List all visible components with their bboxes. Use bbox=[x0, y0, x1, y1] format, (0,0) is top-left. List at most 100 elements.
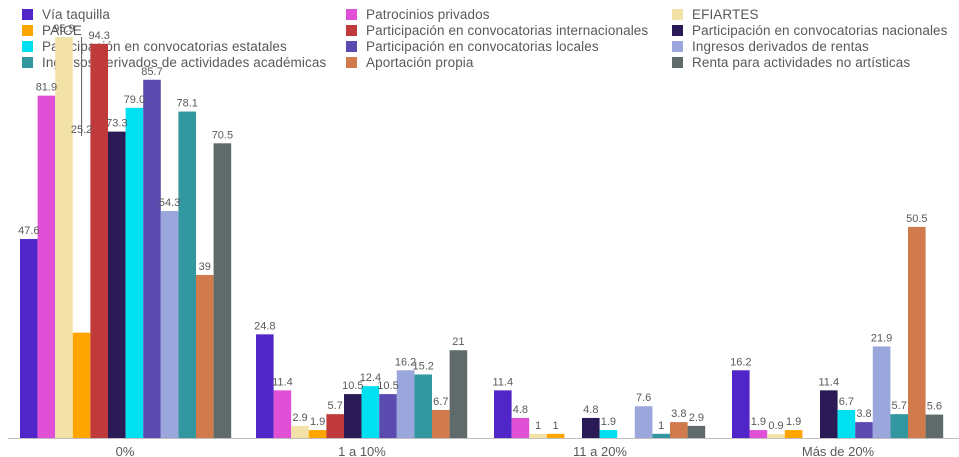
data-label: 7.6 bbox=[636, 392, 651, 404]
bar bbox=[529, 433, 547, 438]
bar bbox=[72, 332, 91, 438]
legend-swatch bbox=[346, 8, 357, 20]
legend-item: Participación en convocatorias internaci… bbox=[346, 22, 648, 38]
legend-label: PAICE bbox=[42, 22, 83, 38]
bar bbox=[511, 417, 530, 438]
legend-swatch bbox=[672, 40, 683, 52]
bar bbox=[20, 239, 38, 438]
data-label: 16.2 bbox=[730, 356, 751, 368]
legend-label: Ingresos derivados de rentas bbox=[692, 38, 869, 54]
legend-swatch bbox=[672, 24, 683, 36]
bar bbox=[670, 422, 688, 438]
data-label: 4.8 bbox=[583, 404, 598, 416]
bar bbox=[599, 430, 618, 438]
bar bbox=[732, 370, 750, 438]
data-label: 94.3 bbox=[88, 30, 109, 42]
bar bbox=[379, 394, 397, 438]
bar bbox=[749, 430, 768, 438]
legend-swatch bbox=[22, 40, 33, 52]
data-label: 50.5 bbox=[906, 213, 927, 225]
bar bbox=[213, 143, 232, 438]
legend-label: Ingresos derivados de actividades académ… bbox=[42, 54, 327, 70]
legend-swatch bbox=[22, 8, 33, 20]
legend-label: Participación en convocatorias locales bbox=[366, 38, 599, 54]
bar bbox=[396, 370, 415, 438]
bar bbox=[687, 425, 706, 438]
data-label: 1.9 bbox=[751, 416, 766, 428]
bar bbox=[546, 433, 565, 438]
legend-item: Vía taquilla bbox=[22, 6, 110, 22]
legend-swatch bbox=[346, 24, 357, 36]
legend-item: Aportación propia bbox=[346, 54, 474, 70]
legend-item: Ingresos derivados de actividades académ… bbox=[22, 54, 326, 70]
data-label: 85.7 bbox=[141, 66, 162, 78]
data-label: 3.8 bbox=[856, 408, 871, 420]
bar bbox=[449, 350, 468, 438]
bar bbox=[494, 390, 512, 438]
bar bbox=[125, 107, 144, 438]
bar bbox=[55, 37, 73, 438]
legend-item: Ingresos derivados de rentas bbox=[672, 38, 869, 54]
data-label: 11.4 bbox=[493, 376, 514, 388]
data-label: 1 bbox=[553, 420, 559, 432]
bar bbox=[414, 374, 432, 438]
data-label: 3.8 bbox=[671, 408, 686, 420]
data-label: 1.9 bbox=[786, 416, 801, 428]
bar bbox=[767, 434, 785, 438]
legend-item: Participación en convocatorias nacionale… bbox=[672, 22, 948, 38]
bar bbox=[344, 394, 362, 438]
data-label: 1.9 bbox=[310, 416, 325, 428]
legend-label: Participación en convocatorias internaci… bbox=[366, 22, 649, 38]
data-label: 1 bbox=[535, 420, 541, 432]
data-label: 95.9 bbox=[53, 23, 74, 35]
data-label: 10.5 bbox=[377, 380, 398, 392]
legend-label: Participación en convocatorias nacionale… bbox=[692, 22, 948, 38]
data-label: 12.4 bbox=[360, 372, 381, 384]
bar bbox=[925, 414, 944, 438]
data-label: 6.7 bbox=[839, 396, 854, 408]
bar bbox=[291, 425, 309, 438]
data-label: 2.9 bbox=[689, 412, 704, 424]
data-label: 2.9 bbox=[292, 412, 307, 424]
category-label: Más de 20% bbox=[802, 444, 875, 457]
data-label: 73.3 bbox=[106, 118, 127, 130]
bar bbox=[273, 390, 292, 438]
data-label: 0.9 bbox=[768, 420, 783, 432]
legend-item: Renta para actividades no artísticas bbox=[672, 54, 910, 70]
bar bbox=[361, 386, 380, 438]
legend-label: Aportación propia bbox=[366, 54, 474, 70]
legend-label: Renta para actividades no artísticas bbox=[692, 54, 911, 70]
data-label: 11.4 bbox=[272, 376, 293, 388]
bar bbox=[784, 430, 803, 438]
bar bbox=[582, 417, 600, 438]
bar bbox=[837, 409, 856, 438]
data-label: 78.1 bbox=[176, 98, 197, 110]
legend-label: EFIARTES bbox=[692, 6, 759, 22]
legend-item: Participación en convocatorias locales bbox=[346, 38, 599, 54]
bar bbox=[256, 334, 274, 438]
legend-swatch bbox=[22, 24, 33, 36]
data-label: 39 bbox=[199, 261, 211, 273]
legend-swatch bbox=[346, 40, 357, 52]
data-label: 10.5 bbox=[342, 380, 363, 392]
data-label: 15.2 bbox=[412, 360, 433, 372]
bar bbox=[855, 422, 873, 438]
data-label: 1 bbox=[658, 420, 664, 432]
category-label: 0% bbox=[116, 444, 135, 457]
bar bbox=[326, 414, 344, 438]
category-label: 11 a 20% bbox=[573, 444, 627, 457]
data-label: 16.2 bbox=[395, 356, 416, 368]
data-label: 4.8 bbox=[513, 404, 528, 416]
bar bbox=[160, 211, 179, 438]
legend-item: PAICE bbox=[22, 22, 82, 38]
data-label: 47.6 bbox=[18, 225, 39, 237]
legend-label: Patrocinios privados bbox=[366, 6, 490, 22]
data-label: 81.9 bbox=[36, 82, 57, 94]
data-label: 5.7 bbox=[328, 400, 343, 412]
data-label: 6.7 bbox=[433, 396, 448, 408]
data-label: 79.0 bbox=[124, 94, 145, 106]
bar bbox=[890, 414, 908, 438]
data-label: 54.3 bbox=[159, 197, 180, 209]
legend-swatch bbox=[672, 8, 683, 20]
bar bbox=[37, 95, 56, 438]
